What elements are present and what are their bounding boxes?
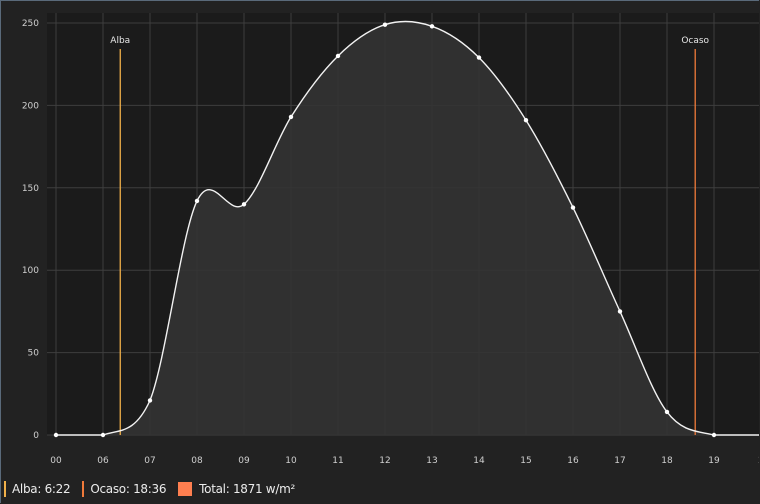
x-tick-label: 09 — [238, 456, 250, 466]
data-point — [53, 432, 59, 438]
sunset-line-icon — [82, 481, 85, 497]
x-tick-label: 13 — [426, 456, 437, 466]
legend-ocaso-text: Ocaso: 18:36 — [90, 482, 167, 496]
x-tick-label: 10 — [285, 456, 297, 466]
x-tick-label: 00 — [50, 456, 62, 466]
x-tick-label: 06 — [97, 456, 109, 466]
data-point — [241, 202, 247, 207]
data-point — [335, 53, 341, 59]
y-tick-label: 50 — [28, 349, 40, 359]
y-tick-label: 200 — [22, 101, 39, 111]
sunrise-line-icon — [4, 481, 6, 497]
data-point — [570, 205, 576, 210]
x-tick-label: 19 — [708, 456, 720, 466]
irradiance-chart: 0 50 100 150 200 250 00 06 07 08 09 10 11 12 13 14 15 16 1… — [22, 13, 759, 466]
x-tick-label: 07 — [144, 456, 155, 466]
y-tick-label: 150 — [22, 184, 39, 194]
data-point — [711, 432, 717, 438]
data-point — [523, 118, 529, 123]
y-tick-label: 250 — [22, 19, 39, 29]
x-tick-label: 12 — [379, 456, 390, 466]
data-point — [147, 398, 153, 403]
data-point — [288, 114, 294, 120]
x-tick-label: 11 — [332, 456, 343, 466]
y-tick-label: 100 — [22, 266, 39, 276]
legend-item-alba: Alba: 6:22 — [4, 481, 71, 497]
legend-item-ocaso: Ocaso: 18:36 — [82, 481, 166, 497]
data-point — [429, 24, 435, 29]
data-point — [664, 409, 670, 415]
legend-total-text: Total: 1871 w/m² — [199, 482, 295, 496]
x-tick-label: 18 — [661, 456, 673, 466]
irradiance-line — [56, 20, 759, 436]
x-tick-label: 16 — [567, 456, 579, 466]
x-tick-label: 14 — [473, 456, 485, 466]
data-point — [382, 22, 388, 27]
total-square-icon — [178, 482, 193, 496]
legend: Alba: 6:22 Ocaso: 18:36 Total: 1871 w/m² — [0, 474, 760, 504]
y-tick-label: 0 — [33, 431, 39, 441]
x-tick-label: 08 — [191, 456, 203, 466]
x-tick-label: 17 — [614, 456, 625, 466]
data-point — [476, 55, 482, 60]
marker-label-alba: Alba — [110, 36, 130, 46]
x-tick-label: 15 — [520, 456, 531, 466]
data-point — [100, 432, 106, 438]
legend-item-total: Total: 1871 w/m² — [178, 482, 295, 496]
marker-label-ocaso: Ocaso — [681, 36, 709, 46]
data-point — [617, 309, 623, 314]
legend-alba-text: Alba: 6:22 — [12, 482, 71, 496]
x-tick-label: 2 — [758, 456, 759, 466]
irradiance-area — [56, 21, 759, 435]
data-point — [194, 198, 200, 204]
